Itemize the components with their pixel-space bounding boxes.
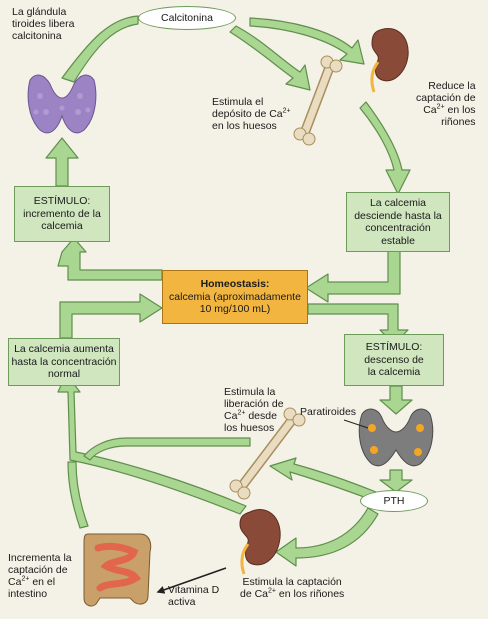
pth-label: PTH	[383, 495, 405, 507]
stimulus-decrease-title: ESTÍMULO:	[365, 341, 423, 354]
calcemia-descends-box: La calcemia desciende hasta la concentra…	[346, 192, 450, 252]
kidney-top-icon	[370, 28, 409, 93]
arrow-homeostasis-to-stimulus	[57, 237, 163, 281]
parathyroids-label: Paratiroides	[300, 406, 357, 418]
homeostasis-text: calcemia (aproximadamente 10 mg/100 mL)	[169, 290, 301, 316]
arrow-bone-to-rises-box	[83, 437, 251, 461]
kidney-uptake-label: Estimula la captación de Ca2+ en los riñ…	[240, 576, 345, 600]
homeostasis-title: Homeostasis:	[200, 278, 270, 291]
arrow-parathyroid-to-pth	[379, 469, 413, 493]
flow-arrows	[45, 15, 413, 567]
calcemia-descends-text: La calcemia desciende hasta la concentra…	[354, 197, 442, 247]
thyroid-gland-icon	[27, 74, 97, 134]
calcitonin-label: Calcitonina	[161, 12, 213, 24]
arrow-calcitonin-to-kidney	[249, 17, 365, 65]
intestine-uptake-label: Incrementa la captación de Ca2+ en el in…	[8, 552, 72, 600]
parathyroid-gland-icon	[358, 408, 434, 467]
intestine-icon	[83, 533, 152, 607]
stimulus-decrease-text: descenso de la calcemia	[364, 353, 424, 379]
kidney-bottom-icon	[239, 509, 281, 575]
arrow-pth-to-kidney	[275, 507, 379, 567]
stimulus-increase-title: ESTÍMULO:	[33, 195, 91, 208]
stimulus-decrease-box: ESTÍMULO: descenso de la calcemia	[344, 334, 444, 386]
bone-top-icon	[293, 55, 343, 146]
stimulus-increase-text: incremento de la calcemia	[23, 207, 101, 233]
vitamin-d-label: Vitamina D activa	[168, 584, 220, 608]
kidney-reduce-label: Reduce la captación de Ca2+ en los riñon…	[416, 80, 476, 128]
arrow-descend-to-homeostasis	[305, 249, 401, 303]
homeostasis-box: Homeostasis: calcemia (aproximadamente 1…	[162, 270, 308, 324]
bone-bottom-icon	[229, 407, 306, 500]
arrow-rises-to-homeostasis	[59, 293, 163, 339]
arrow-kidney-to-vitamin-d	[156, 567, 227, 594]
thyroid-releases-label: La glándula tiroides libera calcitonina	[12, 6, 75, 42]
calcemia-rises-box: La calcemia aumenta hasta la concentraci…	[8, 338, 120, 386]
arrow-calcitonin-to-bone	[229, 25, 311, 91]
parathyroid-pointer	[343, 419, 369, 429]
bone-release-label: Estimula la liberación de Ca2+ desde los…	[224, 386, 284, 434]
arrow-stimulus-to-thyroid	[45, 137, 79, 187]
calcitonin-oval: Calcitonina	[138, 6, 236, 30]
arrow-pth-to-bone	[269, 457, 377, 501]
pth-oval: PTH	[360, 490, 428, 512]
calcemia-rises-text: La calcemia aumenta hasta la concentraci…	[11, 343, 117, 381]
bone-deposit-label: Estimula el depósito de Ca2+ en los hues…	[212, 96, 291, 132]
arrow-kidney-to-descend-box	[359, 101, 411, 195]
stimulus-increase-box: ESTÍMULO: incremento de la calcemia	[14, 186, 110, 242]
arrow-stimulus-decrease-to-parathyroid	[379, 385, 413, 415]
arrow-intestine-to-rises-box	[67, 461, 89, 529]
